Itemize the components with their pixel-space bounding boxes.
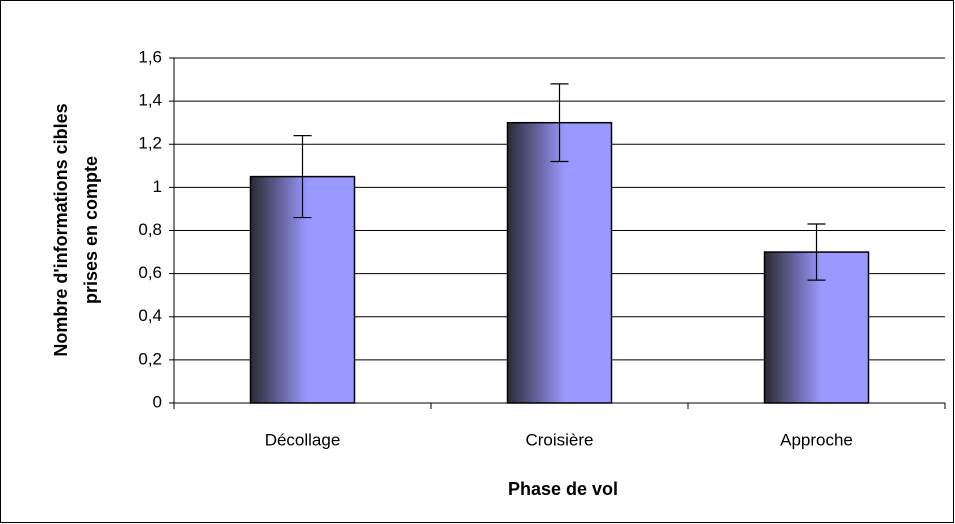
y-tick-label: 1,6	[138, 47, 162, 66]
bar	[506, 121, 613, 404]
y-axis-title: prises en compte	[81, 156, 101, 304]
y-tick-label: 1,2	[138, 134, 162, 153]
y-tick-label: 1	[153, 177, 162, 196]
y-tick-label: 0,4	[138, 306, 162, 325]
y-tick-label: 1,4	[138, 91, 162, 110]
y-tick-label: 0,2	[138, 349, 162, 368]
x-axis-title: Phase de vol	[508, 479, 618, 499]
x-tick-label: Décollage	[265, 430, 341, 449]
y-tick-label: 0,8	[138, 220, 162, 239]
y-tick-label: 0,6	[138, 263, 162, 282]
x-tick-label: Croisière	[525, 430, 593, 449]
x-tick-label: Approche	[780, 430, 853, 449]
y-axis-title: Nombre d'informations cibles	[51, 103, 71, 356]
y-tick-label: 0	[153, 392, 162, 411]
